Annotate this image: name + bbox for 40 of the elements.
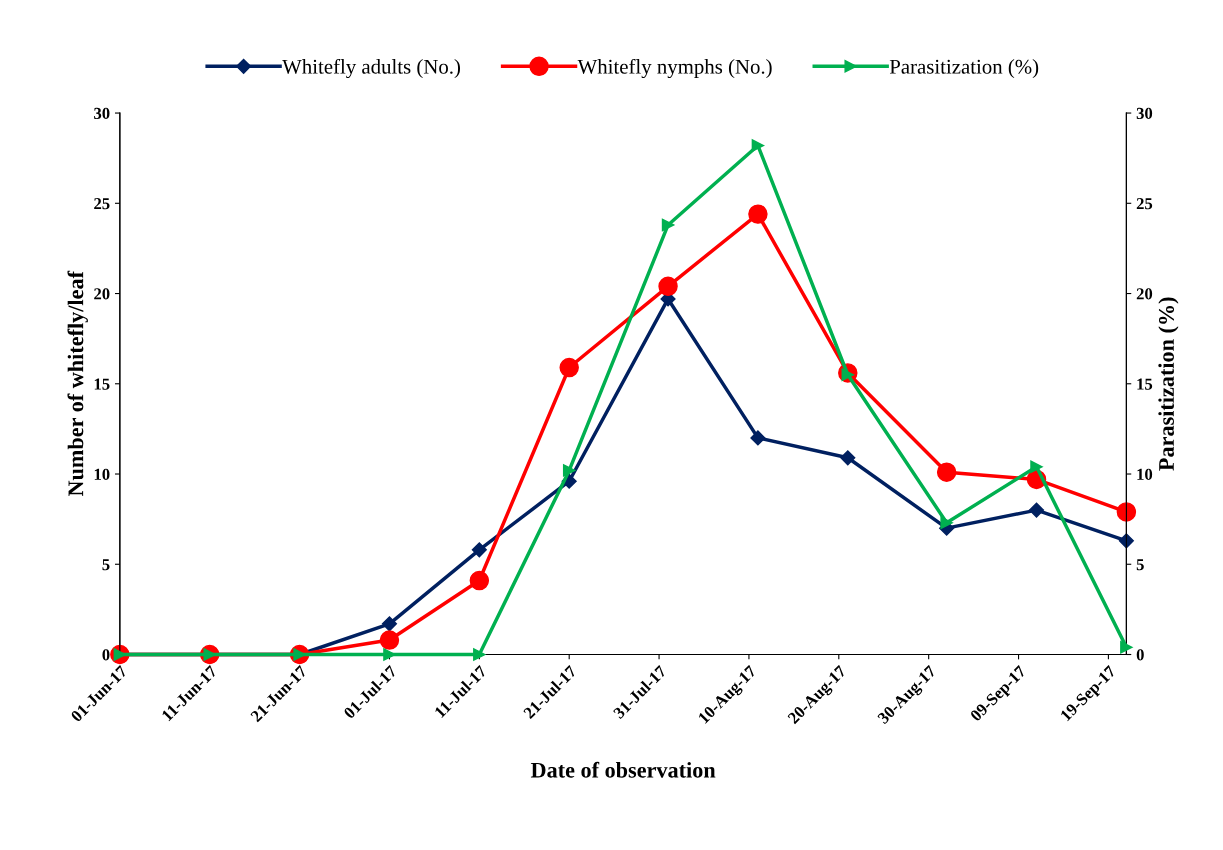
legend-label: Whitefly nymphs (No.) (577, 58, 772, 79)
y-tick-label: 10 (94, 468, 110, 480)
point (562, 464, 576, 477)
point (469, 570, 490, 591)
point (559, 357, 579, 378)
point (940, 516, 953, 529)
y-tick-label: 25 (94, 198, 110, 210)
y2-tick-label: 20 (1136, 288, 1153, 300)
point (840, 450, 856, 466)
y-tick-label: 20 (94, 288, 110, 300)
y-tick-label: 15 (94, 378, 110, 390)
y2-tick-label: 30 (1136, 107, 1153, 119)
y2-tick-label: 15 (1137, 378, 1153, 390)
point (473, 648, 486, 661)
point (1118, 533, 1134, 549)
y-tick-label: 30 (94, 107, 110, 119)
point (661, 218, 675, 232)
y2-tick-label: 25 (1136, 198, 1153, 210)
point (748, 204, 768, 224)
point (750, 430, 766, 446)
y2-tick-label: 5 (1136, 559, 1144, 571)
point (1120, 641, 1133, 654)
y2-axis-title: Parasitization (%) (1158, 297, 1179, 471)
y-tick-label: 0 (102, 649, 110, 661)
point (1030, 460, 1043, 474)
point (658, 276, 678, 297)
y-axis-title: Number of whitefly/leaf (67, 270, 88, 497)
y2-tick-label: 0 (1136, 649, 1144, 661)
point (471, 542, 487, 558)
y-tick-label: 5 (102, 559, 110, 571)
y2-tick-label: 10 (1137, 468, 1153, 480)
point (936, 462, 957, 482)
legend-label: Whitefly adults (No.) (282, 58, 461, 79)
x-axis-title: Date of observation (530, 761, 716, 778)
point (379, 630, 400, 650)
legend-label: Parasitization (%) (889, 59, 1039, 78)
point (1116, 502, 1137, 522)
point (1028, 502, 1045, 518)
point (751, 139, 765, 152)
point (381, 616, 398, 632)
